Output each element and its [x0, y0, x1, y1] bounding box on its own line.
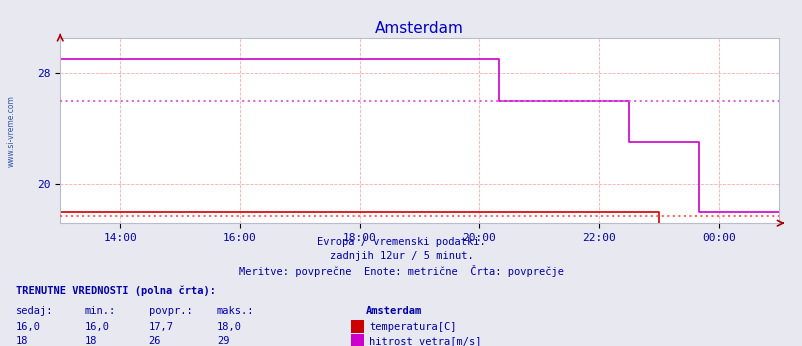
Text: 18: 18	[84, 336, 97, 346]
Text: 18,0: 18,0	[217, 322, 241, 333]
Text: 17,7: 17,7	[148, 322, 173, 333]
Text: Meritve: povprečne  Enote: metrične  Črta: povprečje: Meritve: povprečne Enote: metrične Črta:…	[239, 265, 563, 277]
Text: TRENUTNE VREDNOSTI (polna črta):: TRENUTNE VREDNOSTI (polna črta):	[16, 285, 216, 296]
Text: 16,0: 16,0	[16, 322, 41, 333]
Text: Amsterdam: Amsterdam	[365, 306, 421, 316]
Text: 18: 18	[16, 336, 29, 346]
Title: Amsterdam: Amsterdam	[375, 20, 464, 36]
Text: zadnjih 12ur / 5 minut.: zadnjih 12ur / 5 minut.	[329, 251, 473, 261]
Text: 29: 29	[217, 336, 229, 346]
Text: 26: 26	[148, 336, 161, 346]
Text: temperatura[C]: temperatura[C]	[369, 322, 456, 333]
Text: 16,0: 16,0	[84, 322, 109, 333]
Text: Evropa / vremenski podatki.: Evropa / vremenski podatki.	[317, 237, 485, 247]
Text: hitrost vetra[m/s]: hitrost vetra[m/s]	[369, 336, 481, 346]
Text: sedaj:: sedaj:	[16, 306, 54, 316]
Text: min.:: min.:	[84, 306, 115, 316]
Text: www.si-vreme.com: www.si-vreme.com	[6, 95, 15, 167]
Text: povpr.:: povpr.:	[148, 306, 192, 316]
Text: maks.:: maks.:	[217, 306, 254, 316]
